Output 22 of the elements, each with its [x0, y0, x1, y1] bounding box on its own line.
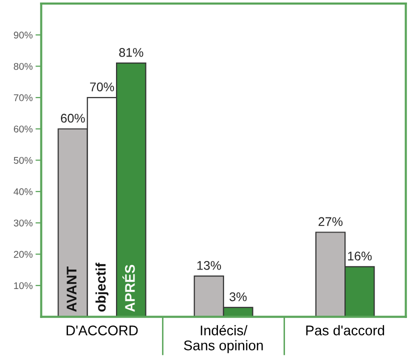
series-label: AVANT — [66, 266, 76, 312]
x-tick-label: Pas d'accord — [306, 325, 384, 336]
y-tick-label: 30% — [14, 220, 33, 226]
y-tick-label: 80% — [14, 62, 33, 70]
y-tick-label: 20% — [14, 250, 33, 258]
y-tick-label: 40% — [14, 188, 33, 196]
data-label: 13% — [197, 261, 221, 270]
x-tick-label: Indécis/ Sans opinion — [184, 325, 263, 354]
data-label: 70% — [90, 82, 114, 92]
series-label: APRÉS — [122, 264, 135, 312]
data-label: 3% — [230, 292, 247, 302]
x-tick-label: D'ACCORD — [66, 326, 138, 336]
data-label: 81% — [119, 48, 144, 57]
y-tick-label: 60% — [14, 126, 33, 132]
y-tick-label: 90% — [14, 32, 33, 39]
y-tick-label: 70% — [14, 94, 33, 102]
data-label: 27% — [318, 217, 343, 226]
data-label: 16% — [348, 252, 372, 260]
data-label: 60% — [60, 114, 85, 123]
y-tick-label: 50% — [14, 156, 33, 164]
series-label: objectif — [95, 262, 108, 312]
y-tick-label: 10% — [14, 282, 33, 290]
